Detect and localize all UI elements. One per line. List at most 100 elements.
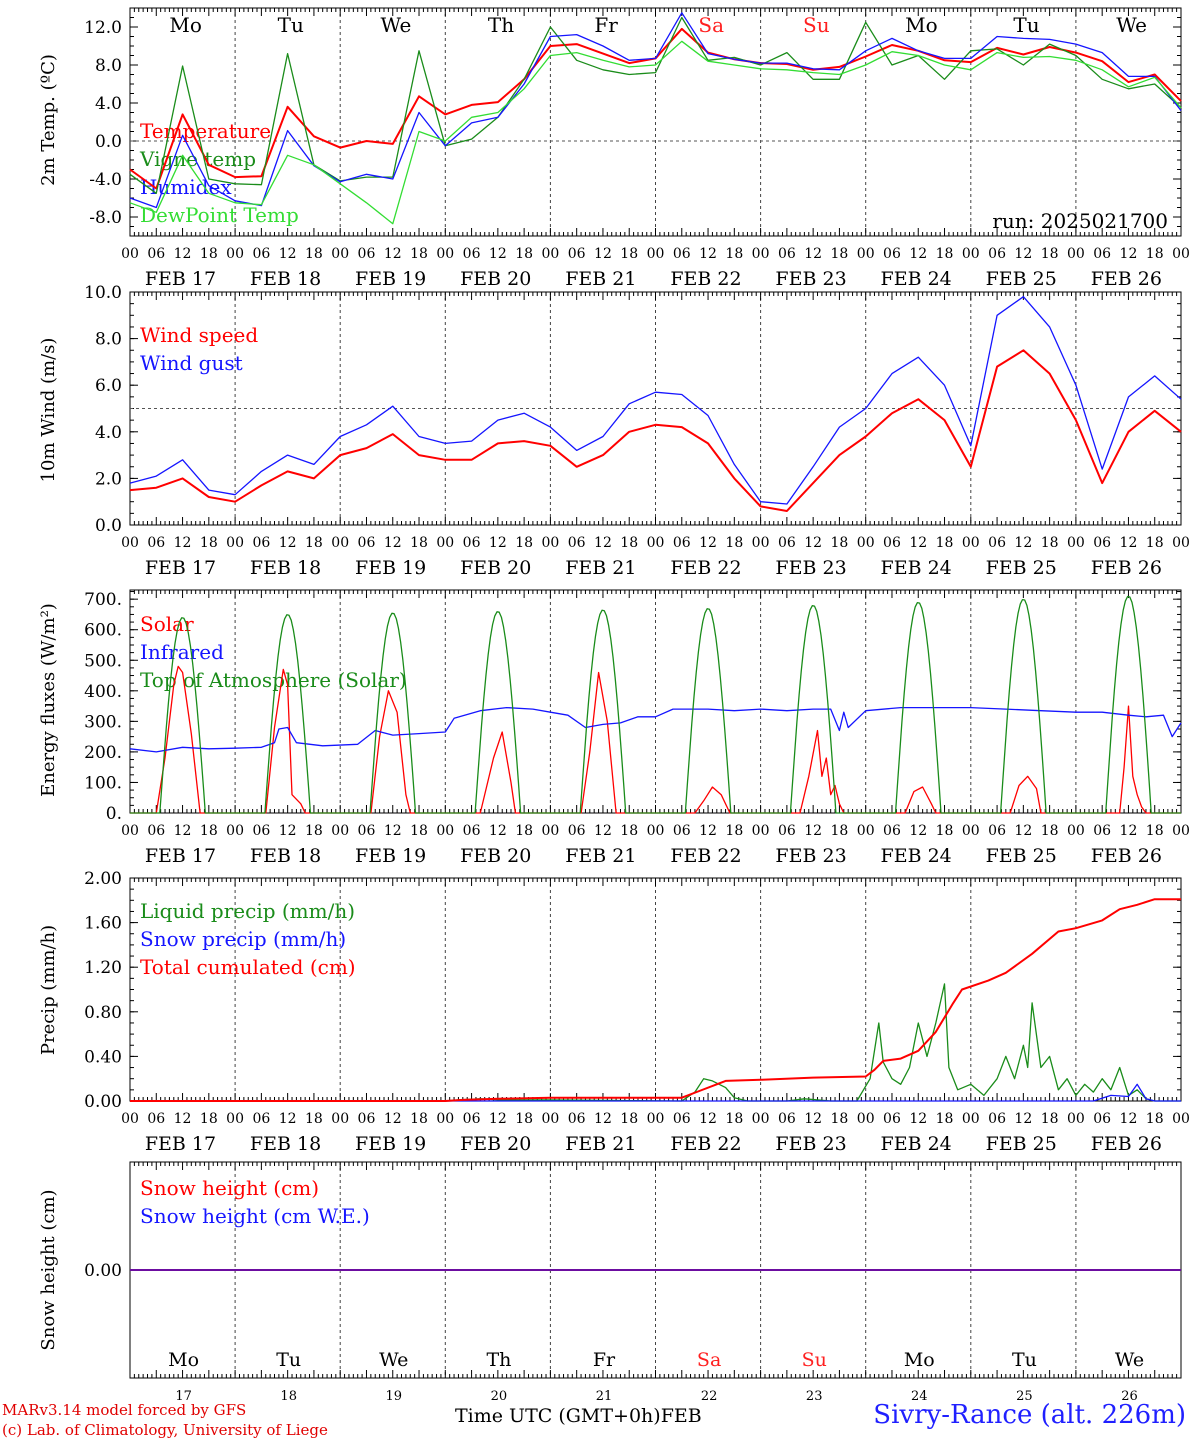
hour-label: 06	[568, 246, 586, 262]
date-label: FEB 17	[145, 557, 216, 579]
day-abbr: Su	[803, 13, 830, 37]
legend-entry: Snow height (cm)	[140, 1176, 319, 1200]
hour-label: 00	[857, 1111, 875, 1127]
hour-label: 00	[857, 535, 875, 551]
hour-label: 18	[620, 1111, 638, 1127]
hour-label: 18	[305, 246, 323, 262]
y-tick-label: 12.0	[84, 18, 122, 38]
date-label: FEB 19	[355, 268, 426, 290]
y-axis-label: 10m Wind (m/s)	[38, 338, 59, 483]
hour-label: 12	[489, 246, 507, 262]
hour-label: 12	[594, 246, 612, 262]
hour-label: 18	[305, 535, 323, 551]
hour-label: 18	[620, 535, 638, 551]
hour-label: 00	[752, 823, 770, 839]
hour-label: 12	[1014, 823, 1032, 839]
series-line	[129, 296, 1182, 505]
hour-label: 06	[463, 1111, 481, 1127]
day-abbr: Th	[488, 13, 514, 37]
date-label: FEB 20	[460, 557, 531, 579]
date-label: FEB 21	[565, 557, 636, 579]
day-abbr: We	[381, 13, 412, 37]
hour-label: 00	[1067, 1111, 1085, 1127]
hour-label: 12	[384, 246, 402, 262]
date-label: FEB 18	[250, 845, 321, 867]
hour-label: 06	[252, 823, 270, 839]
hour-label: 18	[410, 1111, 428, 1127]
hour-label: 12	[594, 1111, 612, 1127]
day-abbr: Tu	[278, 13, 304, 37]
y-axis-label: 2m Temp. (ºC)	[38, 54, 59, 186]
hour-label: 06	[252, 246, 270, 262]
hour-label: 00	[226, 246, 244, 262]
day-abbr: Mo	[905, 13, 938, 37]
series-line	[129, 349, 1182, 512]
hour-label: 18	[1146, 1111, 1164, 1127]
hour-label: 06	[463, 535, 481, 551]
day-abbr-bottom: Sa	[697, 1349, 721, 1371]
y-tick-label: 1.60	[84, 914, 122, 934]
date-label: FEB 18	[250, 557, 321, 579]
date-label: FEB 20	[460, 845, 531, 867]
x-axis-month: FEB	[660, 1405, 702, 1427]
hour-label: 12	[909, 1111, 927, 1127]
hour-label: 06	[988, 823, 1006, 839]
hour-label: 06	[1093, 246, 1111, 262]
y-tick-label: -4.0	[89, 170, 122, 190]
legend-entry: Top of Atmosphere (Solar)	[140, 668, 407, 692]
hour-label: 12	[699, 823, 717, 839]
date-label: FEB 23	[775, 845, 846, 867]
hour-label: 06	[1093, 535, 1111, 551]
hour-label: 00	[121, 1111, 139, 1127]
hour-label: 12	[1014, 1111, 1032, 1127]
hour-label: 12	[804, 535, 822, 551]
hour-label: 18	[936, 535, 954, 551]
day-abbr-bottom: Mo	[904, 1349, 935, 1371]
series-line	[129, 40, 1182, 225]
hour-label: 06	[883, 535, 901, 551]
day-abbr-bottom: We	[1115, 1349, 1144, 1371]
y-tick-label: 0.80	[84, 1003, 122, 1023]
hour-label: 00	[226, 823, 244, 839]
y-tick-label: 6.0	[95, 376, 122, 396]
date-label: FEB 20	[460, 268, 531, 290]
date-label: FEB 17	[145, 1133, 216, 1155]
hour-label: 18	[936, 246, 954, 262]
date-label: FEB 25	[986, 268, 1057, 290]
hour-label: 06	[147, 823, 165, 839]
day-abbr-bottom: Tu	[1012, 1349, 1037, 1371]
legend-entry: Snow height (cm W.E.)	[140, 1204, 370, 1228]
hour-label: 06	[1093, 823, 1111, 839]
hour-label: 12	[489, 535, 507, 551]
hour-label: 18	[515, 535, 533, 551]
hour-label: 12	[594, 535, 612, 551]
hour-label: 06	[988, 246, 1006, 262]
hour-label: 12	[279, 246, 297, 262]
hour-label: 00	[1067, 823, 1085, 839]
hour-label: 00	[331, 1111, 349, 1127]
y-tick-label: 400.	[84, 682, 122, 702]
hour-label: 12	[489, 823, 507, 839]
date-label: FEB 26	[1091, 557, 1162, 579]
day-abbr: Tu	[1013, 13, 1039, 37]
hour-label: 12	[909, 535, 927, 551]
date-label: FEB 21	[565, 845, 636, 867]
hour-label: 06	[568, 535, 586, 551]
hour-label: 18	[410, 535, 428, 551]
hour-label: 12	[1014, 246, 1032, 262]
day-abbr-bottom: We	[379, 1349, 408, 1371]
day-number: 17	[175, 1389, 192, 1404]
hour-label: 12	[699, 1111, 717, 1127]
date-label: FEB 22	[670, 268, 741, 290]
hour-label: 18	[200, 535, 218, 551]
hour-label: 00	[857, 823, 875, 839]
hour-label: 18	[936, 1111, 954, 1127]
series-line	[129, 12, 1182, 209]
y-tick-label: 2.00	[84, 869, 122, 889]
date-label: FEB 18	[250, 268, 321, 290]
hour-label: 00	[541, 823, 559, 839]
date-label: FEB 24	[881, 557, 952, 579]
date-label: FEB 22	[670, 557, 741, 579]
y-tick-label: 2.0	[95, 469, 122, 489]
hour-label: 12	[699, 246, 717, 262]
